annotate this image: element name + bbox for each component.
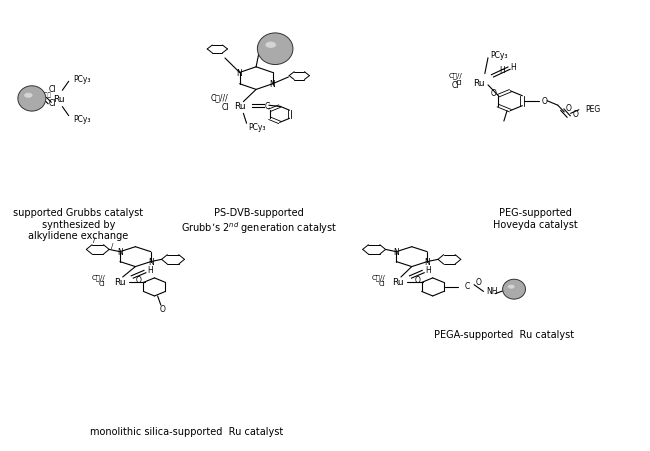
Text: supported Grubbs catalyst
synthesized by
alkylidene exchange: supported Grubbs catalyst synthesized by… <box>13 207 143 240</box>
Text: O: O <box>566 104 571 113</box>
Text: C𝑤///
Cl: C𝑤/// Cl <box>211 93 229 112</box>
Text: Cl: Cl <box>49 98 56 107</box>
Text: PCy₃: PCy₃ <box>73 75 90 84</box>
Text: O: O <box>256 44 262 53</box>
Text: O: O <box>414 276 420 285</box>
Ellipse shape <box>502 280 525 299</box>
Ellipse shape <box>508 285 515 289</box>
Text: N: N <box>393 248 399 257</box>
Text: N: N <box>148 258 153 267</box>
Text: Ru: Ru <box>392 277 404 286</box>
Text: O: O <box>136 276 142 285</box>
Text: Ru: Ru <box>53 95 65 104</box>
Text: Ru: Ru <box>235 101 246 110</box>
Text: N: N <box>237 69 242 78</box>
Text: PS-DVB-supported
Grubb’s 2$^{nd}$ generation catalyst: PS-DVB-supported Grubb’s 2$^{nd}$ genera… <box>181 207 337 235</box>
Text: C𝑤//
Cl: C𝑤// Cl <box>92 273 105 286</box>
Text: 𝑤𝑤𝑤: 𝑤𝑤𝑤 <box>42 92 51 97</box>
Text: H: H <box>500 66 506 75</box>
Text: O: O <box>490 89 496 98</box>
Ellipse shape <box>18 87 46 112</box>
Text: C𝑤//
Cl: C𝑤// Cl <box>371 273 385 286</box>
Text: O: O <box>542 97 548 106</box>
Ellipse shape <box>265 42 276 49</box>
Text: N: N <box>117 248 123 257</box>
Text: PCy₃: PCy₃ <box>73 115 90 124</box>
Ellipse shape <box>257 34 293 65</box>
Text: C𝑤//
Cl: C𝑤// Cl <box>449 72 463 86</box>
Text: O: O <box>160 304 166 313</box>
Text: N: N <box>270 80 276 89</box>
Text: Cl: Cl <box>49 85 56 94</box>
Text: PEG: PEG <box>585 105 601 114</box>
Text: PEG-supported
Hoveyda catalyst: PEG-supported Hoveyda catalyst <box>493 207 578 229</box>
Text: PEGA-supported  Ru catalyst: PEGA-supported Ru catalyst <box>434 329 574 339</box>
Text: NH: NH <box>487 286 498 295</box>
Text: H: H <box>147 266 153 275</box>
Text: O: O <box>476 277 482 286</box>
Text: Ru: Ru <box>473 79 484 88</box>
Text: N: N <box>424 258 430 267</box>
Text: H: H <box>510 63 516 72</box>
Text: monolithic silica-supported  Ru catalyst: monolithic silica-supported Ru catalyst <box>90 426 283 436</box>
Text: /: / <box>94 237 96 243</box>
Text: Ru: Ru <box>114 277 125 286</box>
Text: Cl: Cl <box>452 81 460 90</box>
Text: PCy₃: PCy₃ <box>490 51 508 60</box>
Text: C: C <box>265 101 270 110</box>
Text: C: C <box>465 281 470 290</box>
Text: O: O <box>573 110 578 119</box>
Ellipse shape <box>24 93 32 99</box>
Text: /: / <box>111 242 113 249</box>
Text: H: H <box>425 266 431 275</box>
Text: PCy₃: PCy₃ <box>248 123 266 132</box>
